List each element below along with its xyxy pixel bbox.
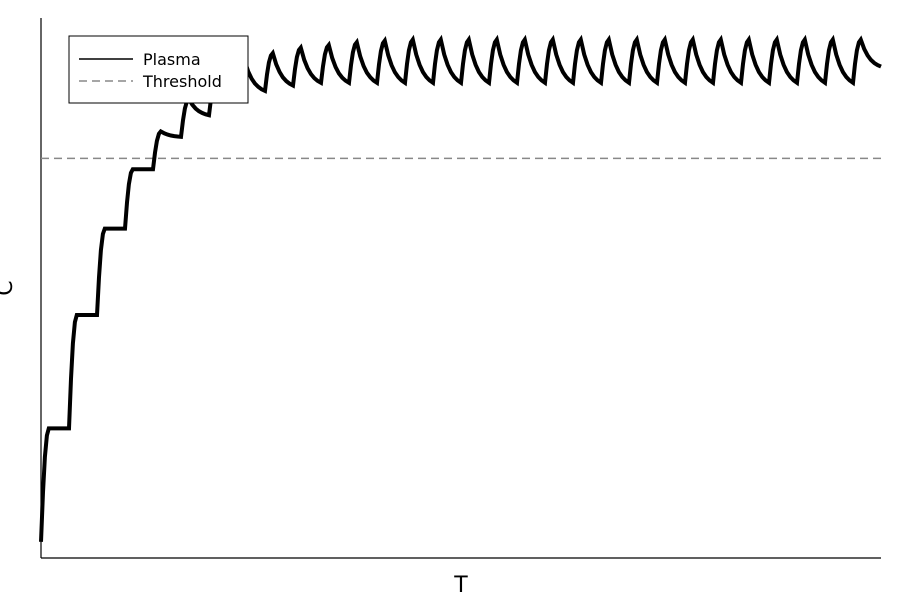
legend-box	[68, 35, 249, 104]
legend-label-threshold: Threshold	[142, 72, 222, 91]
plot-area	[39, 18, 882, 559]
legend-label-plasma: Plasma	[143, 50, 201, 69]
series-line-plasma	[39, 34, 882, 542]
y-axis-label: C	[0, 280, 18, 295]
legend: Plasma Threshold	[68, 35, 249, 104]
x-axis-label: T	[453, 573, 468, 598]
